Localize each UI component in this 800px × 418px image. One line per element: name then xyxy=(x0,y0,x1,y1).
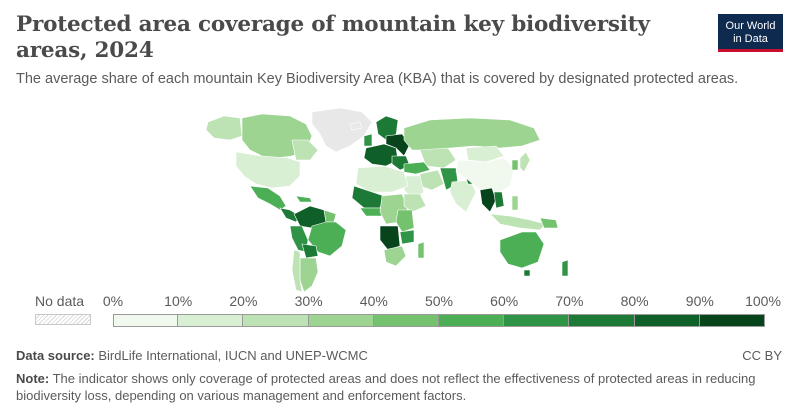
region-turkey-caucasus[interactable] xyxy=(403,161,431,175)
region-caribbean[interactable] xyxy=(295,195,313,203)
chart-title: Protected area coverage of mountain key … xyxy=(16,12,650,63)
legend-bin-0[interactable] xyxy=(113,314,179,327)
region-chile[interactable] xyxy=(291,249,303,293)
region-bolivia[interactable] xyxy=(301,243,319,259)
region-korea[interactable] xyxy=(511,159,519,171)
region-mexico[interactable] xyxy=(249,185,287,211)
region-usa[interactable] xyxy=(235,151,301,189)
region-indochina[interactable] xyxy=(493,191,505,209)
region-uk[interactable] xyxy=(363,133,373,147)
region-iceland[interactable] xyxy=(349,121,363,131)
legend-bin-4[interactable] xyxy=(373,314,439,327)
region-japan[interactable] xyxy=(519,151,531,173)
legend-bin-9[interactable] xyxy=(699,314,765,327)
region-china[interactable] xyxy=(455,157,515,195)
region-guianas[interactable] xyxy=(323,209,337,223)
legend-bin-7[interactable] xyxy=(569,314,635,327)
region-southern-africa[interactable] xyxy=(383,245,407,267)
data-source: Data source: BirdLife International, IUC… xyxy=(16,348,368,363)
logo-line-1: Our World xyxy=(725,20,776,32)
region-australia[interactable] xyxy=(499,231,545,269)
license[interactable]: CC BY xyxy=(742,348,782,363)
region-brazil[interactable] xyxy=(307,221,347,257)
world-map xyxy=(205,107,569,293)
owid-logo[interactable]: Our World in Data xyxy=(718,14,783,52)
data-source-label: Data source: xyxy=(16,348,95,363)
region-ethiopia-horn[interactable] xyxy=(403,193,427,213)
region-papua[interactable] xyxy=(539,217,559,229)
region-canada-east[interactable] xyxy=(291,139,319,161)
region-myanmar-thailand[interactable] xyxy=(479,187,497,213)
logo-line-2: in Data xyxy=(733,33,768,45)
chart-subtitle: The average share of each mountain Key B… xyxy=(16,71,739,87)
region-russia[interactable] xyxy=(403,117,541,151)
region-greenland[interactable] xyxy=(311,107,373,153)
legend-no-data-swatch[interactable] xyxy=(35,314,91,325)
legend-bin-2[interactable] xyxy=(243,314,309,327)
footnote: Note: The indicator shows only coverage … xyxy=(16,370,776,404)
legend-bin-1[interactable] xyxy=(178,314,244,327)
region-indonesia[interactable] xyxy=(489,213,547,231)
note-label: Note: xyxy=(16,371,50,386)
legend-bin-8[interactable] xyxy=(634,314,700,327)
region-argentina[interactable] xyxy=(299,257,319,293)
region-tasmania[interactable] xyxy=(523,269,531,277)
region-tanzania[interactable] xyxy=(399,229,415,245)
region-india[interactable] xyxy=(449,179,477,213)
region-east-africa[interactable] xyxy=(395,209,415,233)
region-new-zealand[interactable] xyxy=(561,259,569,277)
region-west-africa-coast[interactable] xyxy=(359,207,383,217)
region-mongolia[interactable] xyxy=(465,145,505,163)
data-source-text[interactable]: BirdLife International, IUCN and UNEP-WC… xyxy=(98,348,368,363)
legend-bin-6[interactable] xyxy=(504,314,570,327)
region-north-africa[interactable] xyxy=(355,165,409,193)
legend-bin-3[interactable] xyxy=(308,314,374,327)
region-southern-central-africa[interactable] xyxy=(379,225,401,251)
legend-bin-5[interactable] xyxy=(439,314,505,327)
note-text: The indicator shows only coverage of pro… xyxy=(16,371,756,403)
region-philippines[interactable] xyxy=(511,195,519,211)
region-iran[interactable] xyxy=(419,169,445,191)
region-madagascar[interactable] xyxy=(417,241,425,259)
region-alaska[interactable] xyxy=(205,115,243,141)
